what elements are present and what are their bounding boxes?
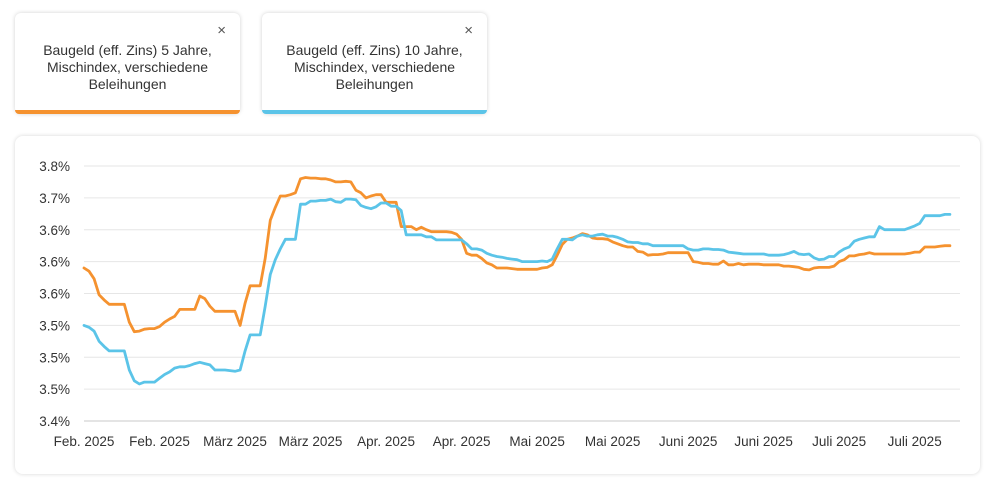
x-tick-label: Feb. 2025 — [54, 434, 115, 449]
series-line-10y — [82, 197, 952, 386]
legend-card-5y[interactable]: Baugeld (eff. Zins) 5 Jahre, Mischindex,… — [15, 13, 240, 114]
y-tick-label: 3.6% — [39, 287, 70, 302]
x-tick-label: Juni 2025 — [659, 434, 718, 449]
x-tick-label: Juli 2025 — [812, 434, 866, 449]
y-tick-label: 3.6% — [39, 223, 70, 238]
y-tick-label: 3.8% — [39, 159, 70, 174]
close-icon[interactable]: × — [464, 22, 473, 39]
y-tick-label: 3.7% — [39, 191, 70, 206]
x-tick-label: Apr. 2025 — [433, 434, 491, 449]
close-icon[interactable]: × — [217, 22, 226, 39]
legend-card-10y[interactable]: Baugeld (eff. Zins) 10 Jahre, Mischindex… — [262, 13, 487, 114]
y-tick-label: 3.5% — [39, 318, 70, 333]
x-tick-label: Juli 2025 — [888, 434, 942, 449]
y-tick-label: 3.5% — [39, 382, 70, 397]
x-tick-label: März 2025 — [279, 434, 343, 449]
y-tick-label: 3.4% — [39, 414, 70, 429]
x-tick-label: Juni 2025 — [734, 434, 793, 449]
legend-color-bar-5y — [15, 110, 240, 114]
x-tick-label: Mai 2025 — [509, 434, 565, 449]
x-tick-label: Feb. 2025 — [129, 434, 190, 449]
x-tick-label: Mai 2025 — [585, 434, 641, 449]
legend-label-5y: Baugeld (eff. Zins) 5 Jahre, Mischindex,… — [43, 42, 212, 92]
x-tick-label: Apr. 2025 — [357, 434, 415, 449]
x-axis-ticks: Feb. 2025 Feb. 2025 März 2025 März 2025 Apr.… — [54, 434, 942, 449]
x-tick-label: März 2025 — [203, 434, 267, 449]
y-axis-ticks: 3.4% 3.5% 3.5% 3.5% 3.6% 3.6% 3.6% 3.7% 3.8% — [39, 159, 70, 429]
y-tick-label: 3.6% — [39, 255, 70, 270]
chart-card — [15, 136, 980, 474]
grid — [84, 165, 960, 422]
series-line-5y — [82, 176, 952, 334]
y-tick-label: 3.5% — [39, 350, 70, 365]
series-lines — [82, 176, 952, 386]
legend-label-10y: Baugeld (eff. Zins) 10 Jahre, Mischindex… — [286, 42, 463, 92]
legend-color-bar-10y — [262, 110, 487, 114]
